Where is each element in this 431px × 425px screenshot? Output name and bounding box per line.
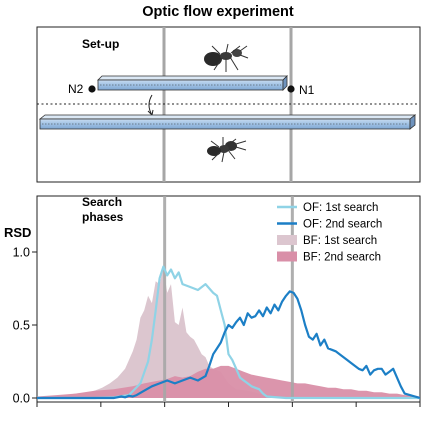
line-series-layer [37, 265, 420, 400]
ant-icon-upper [204, 43, 249, 72]
chart-panel-label-line1: Search [82, 195, 122, 209]
lower-walkway [38, 114, 417, 130]
y-tick-label-0: 0.0 [13, 392, 30, 406]
line-series-of-1st-search [37, 265, 420, 400]
area-series-bf-1st-search [37, 266, 420, 398]
node-n2-dot [88, 85, 96, 93]
node-n1-dot [287, 85, 295, 93]
legend-label-3: BF: 2nd search [303, 252, 381, 264]
guide-lines [163, 196, 294, 402]
ant-icon-lower [207, 137, 247, 163]
node-n1-label: N1 [299, 83, 315, 97]
upper-walkway [97, 75, 288, 91]
setup-panel: Set-up N2 N1 [36, 26, 421, 183]
legend-label-0: OF: 1st search [303, 202, 378, 214]
setup-label: Set-up [82, 37, 119, 51]
node-n2-label: N2 [68, 82, 84, 96]
line-series-of-2nd-search [37, 290, 420, 400]
chart-panel-label-line2: phases [82, 210, 124, 224]
y-tick-label-2: 1.0 [13, 246, 30, 260]
axes: 0.0 0.5 1.0 [13, 246, 421, 407]
legend: OF: 1st search OF: 2nd search BF: 1st sear… [277, 202, 382, 264]
figure-title: Optic flow experiment [142, 4, 294, 20]
y-axis-title: RSD [4, 225, 31, 240]
flip-arrow-icon [147, 94, 154, 116]
y-tick-label-1: 0.5 [13, 319, 30, 333]
legend-swatch-2 [277, 235, 297, 245]
legend-label-1: OF: 2nd search [303, 219, 382, 231]
legend-swatch-3 [277, 251, 297, 262]
legend-label-2: BF: 1st search [303, 235, 377, 247]
chart-panel: 0.0 0.5 1.0 Search phases RSD OF: 1st sear… [4, 195, 421, 407]
